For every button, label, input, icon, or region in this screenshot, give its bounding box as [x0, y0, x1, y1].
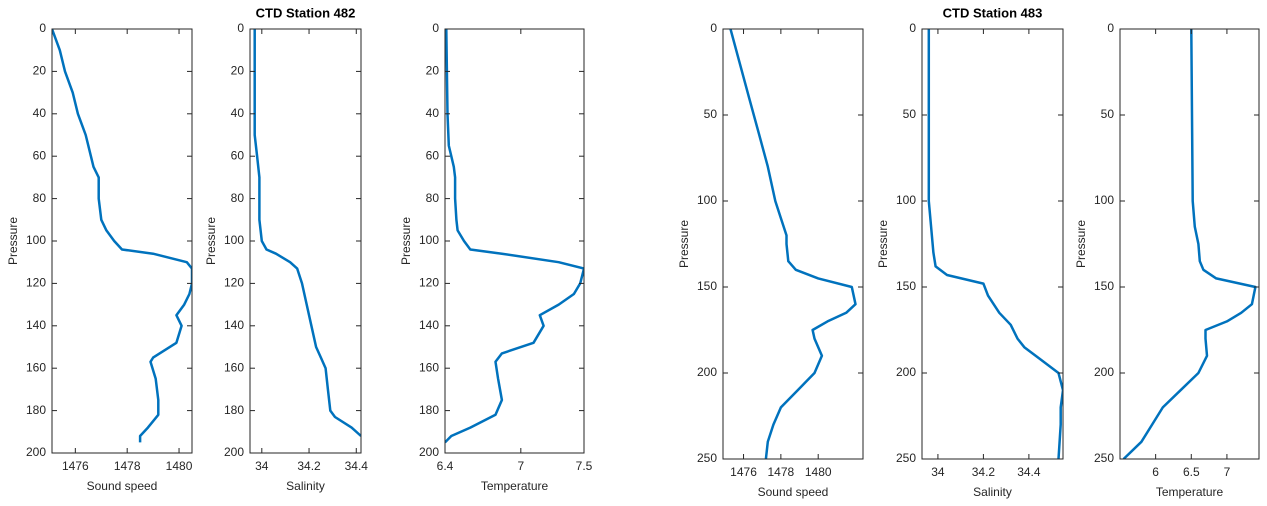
y-tick-label: 20	[33, 64, 47, 78]
y-tick-label: 0	[1107, 21, 1114, 35]
y-tick-label: 200	[26, 445, 46, 459]
x-tick-label: 34	[931, 465, 945, 479]
profile-line	[52, 29, 192, 443]
y-tick-label: 180	[419, 403, 439, 417]
y-tick-label: 200	[1094, 365, 1114, 379]
y-tick-label: 140	[26, 318, 46, 332]
y-tick-label: 0	[909, 21, 916, 35]
y-tick-label: 20	[231, 64, 245, 78]
x-tick-label: 1478	[114, 459, 141, 473]
y-tick-label: 0	[237, 21, 244, 35]
x-tick-label: 7	[517, 459, 524, 473]
y-tick-label: 100	[1094, 193, 1114, 207]
axes-background	[1120, 29, 1259, 459]
x-tick-label: 34	[255, 459, 269, 473]
y-tick-label: 250	[1094, 451, 1114, 465]
y-tick-label: 200	[896, 365, 916, 379]
y-tick-label: 60	[426, 148, 440, 162]
axes-frame	[722, 28, 864, 460]
y-axis-label: Pressure	[1074, 220, 1088, 268]
chart-title: CTD Station 482	[256, 5, 356, 20]
profile-line	[1122, 29, 1257, 459]
y-tick-label: 150	[697, 279, 717, 293]
x-tick-label: 6	[1152, 465, 1159, 479]
x-tick-label: 34.2	[972, 465, 996, 479]
y-tick-label: 80	[426, 191, 440, 205]
y-tick-label: 100	[26, 233, 46, 247]
y-tick-label: 100	[224, 233, 244, 247]
axes-background	[250, 29, 361, 453]
y-tick-label: 0	[432, 21, 439, 35]
axes-background	[922, 29, 1063, 459]
chart-title: CTD Station 483	[943, 5, 1043, 20]
y-tick-label: 160	[224, 360, 244, 374]
x-tick-label: 7.5	[576, 459, 593, 473]
y-tick-label: 120	[419, 276, 439, 290]
x-tick-label: 34.4	[345, 459, 369, 473]
y-tick-label: 100	[896, 193, 916, 207]
y-tick-label: 140	[224, 318, 244, 332]
x-tick-label: 7	[1224, 465, 1231, 479]
x-axis-label: Sound speed	[87, 479, 158, 493]
y-tick-label: 250	[697, 451, 717, 465]
axes-frame	[921, 28, 1064, 460]
x-axis-label: Salinity	[973, 485, 1012, 499]
y-tick-label: 180	[26, 403, 46, 417]
axes-frame	[1119, 28, 1260, 460]
y-tick-label: 0	[39, 21, 46, 35]
y-tick-label: 50	[903, 107, 917, 121]
y-tick-label: 150	[896, 279, 916, 293]
x-tick-label: 1480	[805, 465, 832, 479]
y-tick-label: 80	[33, 191, 47, 205]
y-tick-label: 140	[419, 318, 439, 332]
y-tick-label: 40	[426, 106, 440, 120]
y-tick-label: 200	[224, 445, 244, 459]
x-axis-label: Sound speed	[758, 485, 829, 499]
profile-line	[729, 29, 857, 459]
y-tick-label: 40	[231, 106, 245, 120]
y-tick-label: 160	[419, 360, 439, 374]
y-tick-label: 60	[33, 148, 47, 162]
x-tick-label: 1476	[730, 465, 757, 479]
x-tick-label: 1480	[166, 459, 193, 473]
y-axis-label: Pressure	[677, 220, 691, 268]
y-axis-label: Pressure	[6, 217, 20, 265]
axes-background	[723, 29, 863, 459]
y-tick-label: 120	[224, 276, 244, 290]
y-tick-label: 150	[1094, 279, 1114, 293]
x-axis-label: Temperature	[481, 479, 549, 493]
y-tick-label: 0	[710, 21, 717, 35]
y-tick-label: 80	[231, 191, 245, 205]
x-axis-label: Salinity	[286, 479, 325, 493]
x-tick-label: 34.4	[1017, 465, 1041, 479]
x-tick-label: 6.5	[1183, 465, 1200, 479]
y-tick-label: 160	[26, 360, 46, 374]
y-axis-label: Pressure	[399, 217, 413, 265]
y-tick-label: 40	[33, 106, 47, 120]
x-tick-label: 1478	[768, 465, 795, 479]
profile-line	[253, 29, 361, 437]
x-tick-label: 6.4	[437, 459, 454, 473]
x-tick-label: 34.2	[297, 459, 321, 473]
y-axis-label: Pressure	[204, 217, 218, 265]
y-tick-label: 200	[419, 445, 439, 459]
axes-background	[445, 29, 584, 453]
x-tick-label: 1476	[62, 459, 89, 473]
y-axis-label: Pressure	[876, 220, 890, 268]
y-tick-label: 180	[224, 403, 244, 417]
y-tick-label: 250	[896, 451, 916, 465]
x-axis-label: Temperature	[1156, 485, 1224, 499]
y-tick-label: 200	[697, 365, 717, 379]
y-tick-label: 20	[426, 64, 440, 78]
y-tick-label: 60	[231, 148, 245, 162]
y-tick-label: 120	[26, 276, 46, 290]
y-tick-label: 100	[697, 193, 717, 207]
y-tick-label: 50	[704, 107, 718, 121]
y-tick-label: 50	[1101, 107, 1115, 121]
profile-line	[445, 29, 584, 444]
y-tick-label: 100	[419, 233, 439, 247]
